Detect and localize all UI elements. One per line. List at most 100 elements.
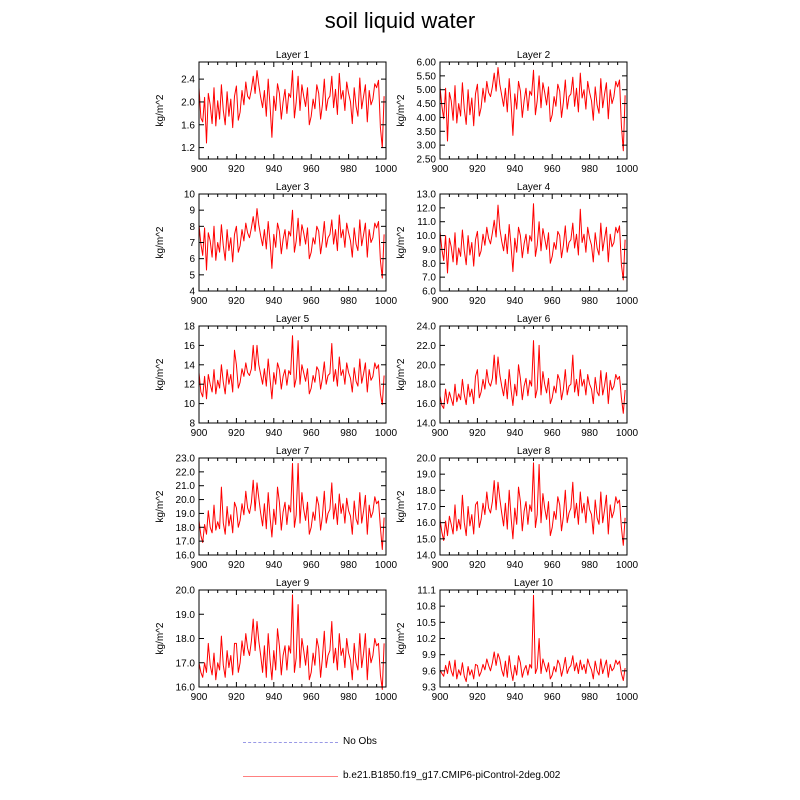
y-tick-label: 18.0 xyxy=(176,634,196,645)
y-tick-label: 5.00 xyxy=(417,85,437,96)
y-tick-label: 18.0 xyxy=(417,486,437,497)
y-tick-label: 4.00 xyxy=(417,113,437,124)
y-tick-label: 12.0 xyxy=(417,203,437,214)
y-tick-label: 10 xyxy=(184,190,196,201)
x-tick-label: 960 xyxy=(303,428,320,439)
panel-layer-7: Layer 7 900 920 940 960 980 1000 16.0 17.0 18.0 19… xyxy=(155,446,398,571)
panel-title-layer-5: Layer 5 xyxy=(276,314,310,325)
panel-layer-9: Layer 9 900 920 940 960 980 1000 16.0 17.0 18.0 19… xyxy=(155,578,398,703)
y-tick-label: 5 xyxy=(189,270,195,281)
panel-layer-1: Layer 1 900 920 940 960 980 1000 1.2 1.6 2.0 2.4 kg… xyxy=(155,50,398,175)
y-tick-label: 16.0 xyxy=(176,551,196,562)
y-tick-label: 15.0 xyxy=(417,534,437,545)
x-tick-label: 940 xyxy=(506,296,523,307)
y-tick-label: 22.0 xyxy=(176,467,196,478)
series-line-layer-7 xyxy=(198,463,385,550)
x-tick-label: 900 xyxy=(432,560,449,571)
y-tick-label: 16 xyxy=(184,341,196,352)
y-tick-label: 10.0 xyxy=(417,231,437,242)
y-tick-label: 3.00 xyxy=(417,141,437,152)
y-axis-label-layer-5: kg/m^2 xyxy=(155,358,166,390)
x-tick-label: 1000 xyxy=(616,560,639,571)
series-line-layer-6 xyxy=(439,340,626,414)
y-tick-label: 8 xyxy=(189,222,195,233)
y-tick-label: 10 xyxy=(184,399,196,410)
x-tick-label: 920 xyxy=(228,560,245,571)
x-tick-label: 920 xyxy=(469,692,486,703)
x-tick-label: 980 xyxy=(581,692,598,703)
legend-noobs-label: No Obs xyxy=(343,736,377,747)
x-tick-label: 1000 xyxy=(375,428,398,439)
x-tick-label: 940 xyxy=(506,692,523,703)
y-tick-label: 10.2 xyxy=(417,634,437,645)
x-tick-label: 940 xyxy=(265,164,282,175)
y-tick-label: 22.0 xyxy=(417,341,437,352)
figure-title: soil liquid water xyxy=(324,8,476,33)
x-tick-label: 980 xyxy=(340,428,357,439)
x-tick-label: 900 xyxy=(432,692,449,703)
x-tick-label: 980 xyxy=(340,296,357,307)
x-tick-label: 900 xyxy=(191,692,208,703)
x-tick-label: 980 xyxy=(581,164,598,175)
panel-title-layer-6: Layer 6 xyxy=(517,314,551,325)
x-tick-label: 1000 xyxy=(616,296,639,307)
y-tick-label: 7.0 xyxy=(422,273,436,284)
y-tick-label: 12 xyxy=(184,380,196,391)
x-tick-label: 960 xyxy=(303,164,320,175)
y-tick-label: 11.1 xyxy=(417,586,436,597)
y-tick-label: 6 xyxy=(189,254,195,265)
series-line-layer-4 xyxy=(439,203,626,281)
y-tick-label: 14.0 xyxy=(417,419,437,430)
x-tick-label: 900 xyxy=(191,296,208,307)
x-tick-label: 960 xyxy=(303,692,320,703)
y-tick-label: 18.0 xyxy=(417,380,437,391)
x-tick-label: 940 xyxy=(265,428,282,439)
y-tick-label: 23.0 xyxy=(176,454,196,465)
y-tick-label: 4.50 xyxy=(417,99,437,110)
y-tick-label: 9.6 xyxy=(422,666,436,677)
panel-layer-6: Layer 6 900 920 940 960 980 1000 14.0 16.0 18.0 20… xyxy=(396,314,639,439)
y-tick-label: 14 xyxy=(184,360,196,371)
x-tick-label: 980 xyxy=(340,560,357,571)
y-axis-label-layer-9: kg/m^2 xyxy=(155,622,166,654)
series-line-layer-5 xyxy=(198,335,385,406)
panel-layer-3: Layer 3 900 920 940 960 980 1000 4 5 6 7 8 9 10 kg/m^2 xyxy=(155,182,398,307)
x-tick-label: 920 xyxy=(228,428,245,439)
x-tick-label: 900 xyxy=(191,560,208,571)
x-tick-label: 940 xyxy=(265,692,282,703)
x-tick-label: 980 xyxy=(581,296,598,307)
y-tick-label: 19.0 xyxy=(417,470,437,481)
y-tick-label: 13.0 xyxy=(417,190,437,201)
series-line-layer-9 xyxy=(198,594,385,690)
panel-layer-4: Layer 4 900 920 940 960 980 1000 6.0 7.0 8.0 9.0 10… xyxy=(396,182,639,307)
y-axis-label-layer-4: kg/m^2 xyxy=(396,226,407,258)
y-tick-label: 20.0 xyxy=(176,586,196,597)
y-tick-label: 20.0 xyxy=(417,454,437,465)
panel-layer-5: Layer 5 900 920 940 960 980 1000 8 10 12 14 16 18 kg/… xyxy=(155,314,398,439)
x-tick-label: 900 xyxy=(191,428,208,439)
y-tick-label: 8 xyxy=(189,419,195,430)
panel-title-layer-1: Layer 1 xyxy=(276,50,310,61)
x-tick-label: 920 xyxy=(469,428,486,439)
y-tick-label: 17.0 xyxy=(176,537,196,548)
y-tick-label: 6.00 xyxy=(417,58,437,69)
y-tick-label: 20.0 xyxy=(417,360,437,371)
x-tick-label: 940 xyxy=(265,296,282,307)
x-tick-label: 900 xyxy=(432,296,449,307)
x-tick-label: 960 xyxy=(544,428,561,439)
y-tick-label: 8.0 xyxy=(422,259,436,270)
x-tick-label: 1000 xyxy=(616,164,639,175)
x-tick-label: 1000 xyxy=(616,692,639,703)
x-tick-label: 1000 xyxy=(375,692,398,703)
x-tick-label: 1000 xyxy=(375,560,398,571)
x-tick-label: 1000 xyxy=(616,428,639,439)
series-line-layer-10 xyxy=(439,594,626,683)
y-tick-label: 19.0 xyxy=(176,509,196,520)
y-axis-label-layer-3: kg/m^2 xyxy=(155,226,166,258)
y-tick-label: 7 xyxy=(189,238,195,249)
x-tick-label: 940 xyxy=(506,164,523,175)
series-line-layer-1 xyxy=(198,70,385,149)
y-tick-label: 3.50 xyxy=(417,127,437,138)
y-tick-label: 2.50 xyxy=(417,155,437,166)
y-tick-label: 18.0 xyxy=(176,523,196,534)
